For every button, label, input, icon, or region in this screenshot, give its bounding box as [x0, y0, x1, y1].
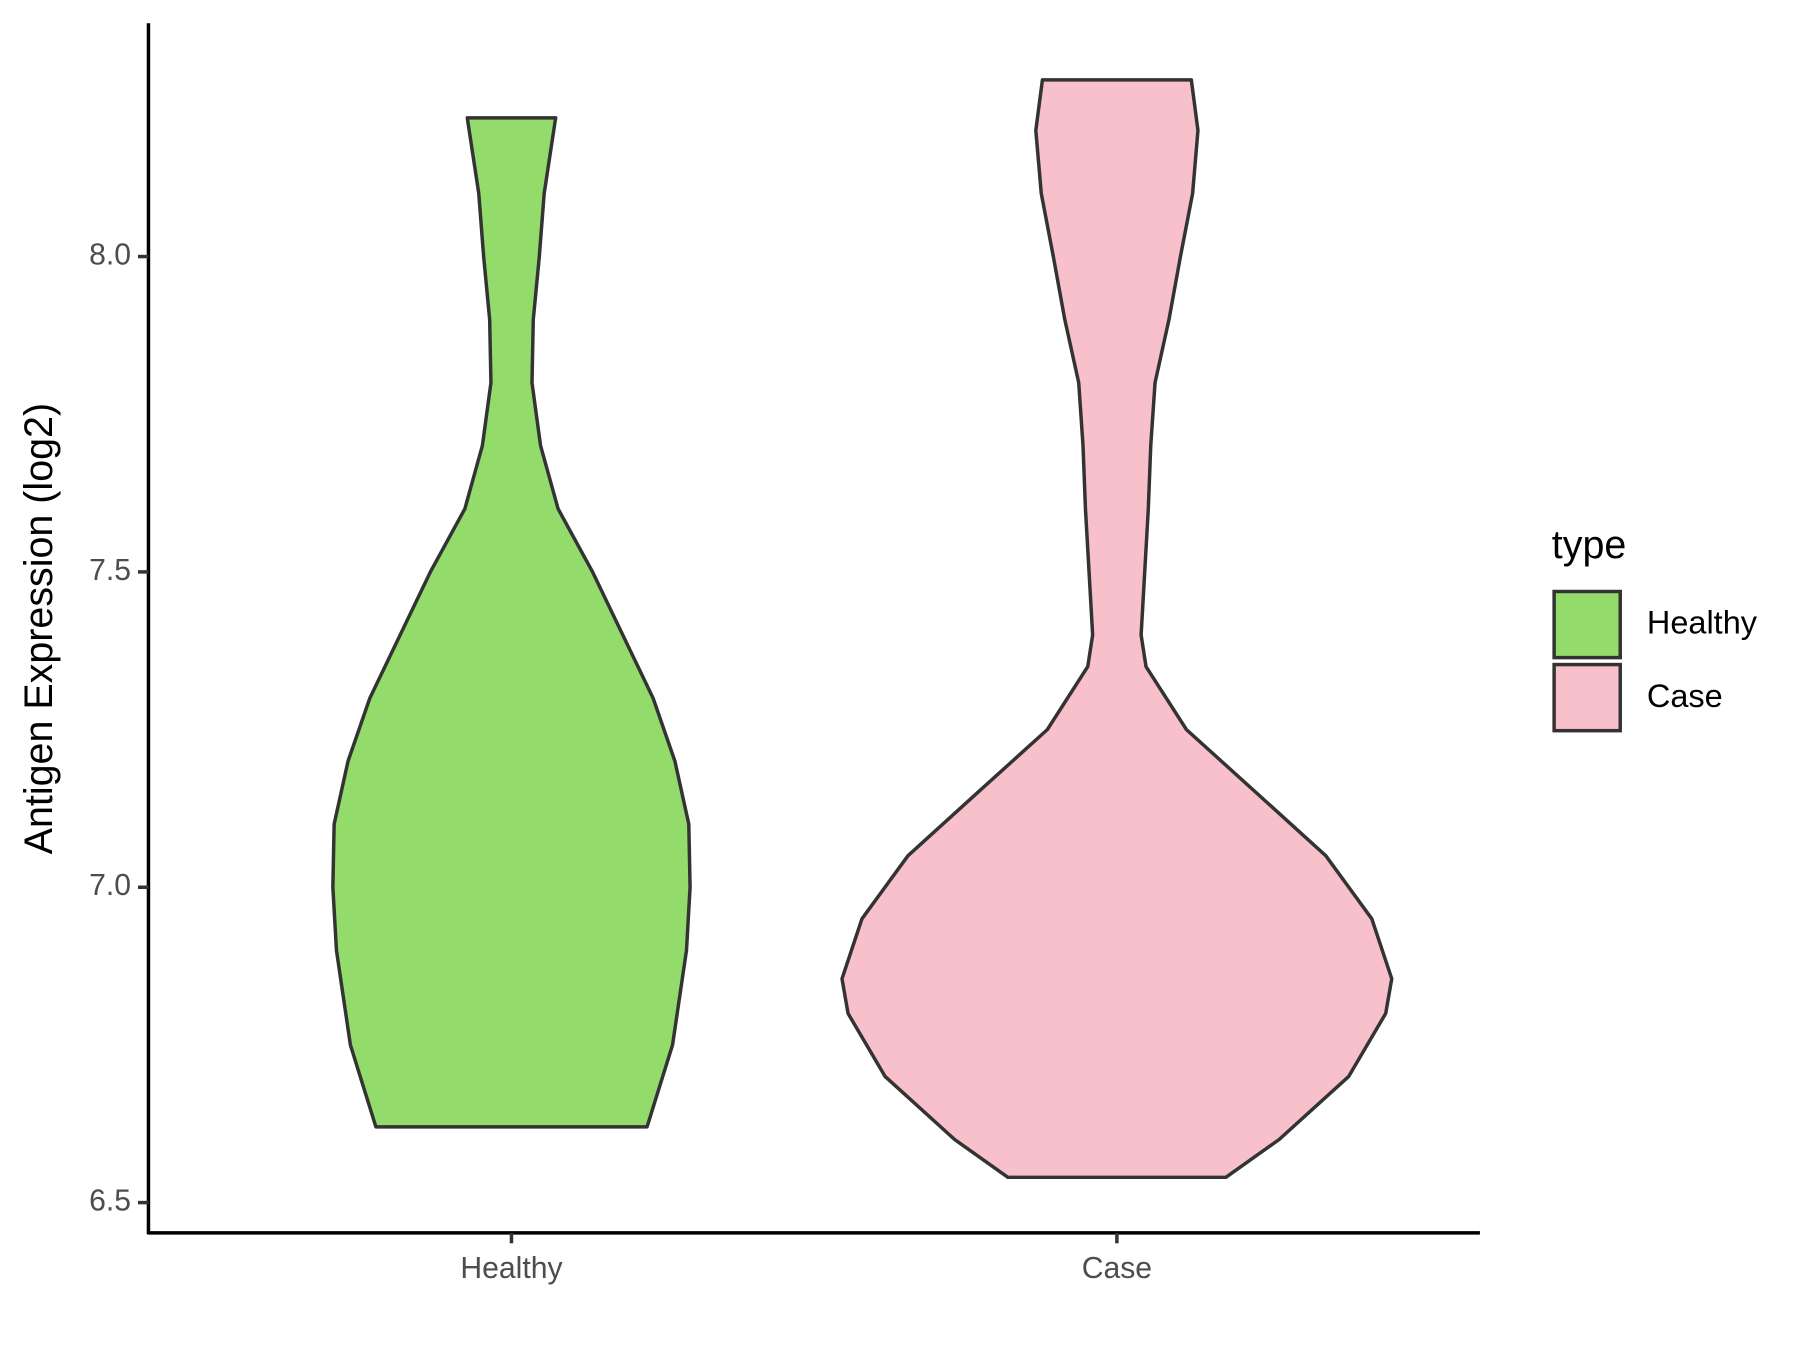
- y-tick-label: 6.5: [89, 1185, 131, 1218]
- x-tick-label: Case: [1082, 1252, 1152, 1285]
- legend-label: Case: [1647, 678, 1723, 714]
- legend-title: type: [1552, 523, 1627, 567]
- x-tick-label: Healthy: [460, 1252, 563, 1285]
- y-tick-label: 8.0: [89, 239, 131, 272]
- violin: [840, 78, 1394, 1180]
- legend-label: Healthy: [1647, 605, 1758, 641]
- legend-swatch: [1552, 589, 1622, 660]
- y-tick-label: 7.0: [89, 869, 131, 902]
- y-tick-label: 7.5: [89, 554, 131, 587]
- y-axis-label: Antigen Expression (log2): [17, 403, 61, 854]
- violin: [331, 116, 692, 1129]
- legend-swatch: [1552, 662, 1622, 733]
